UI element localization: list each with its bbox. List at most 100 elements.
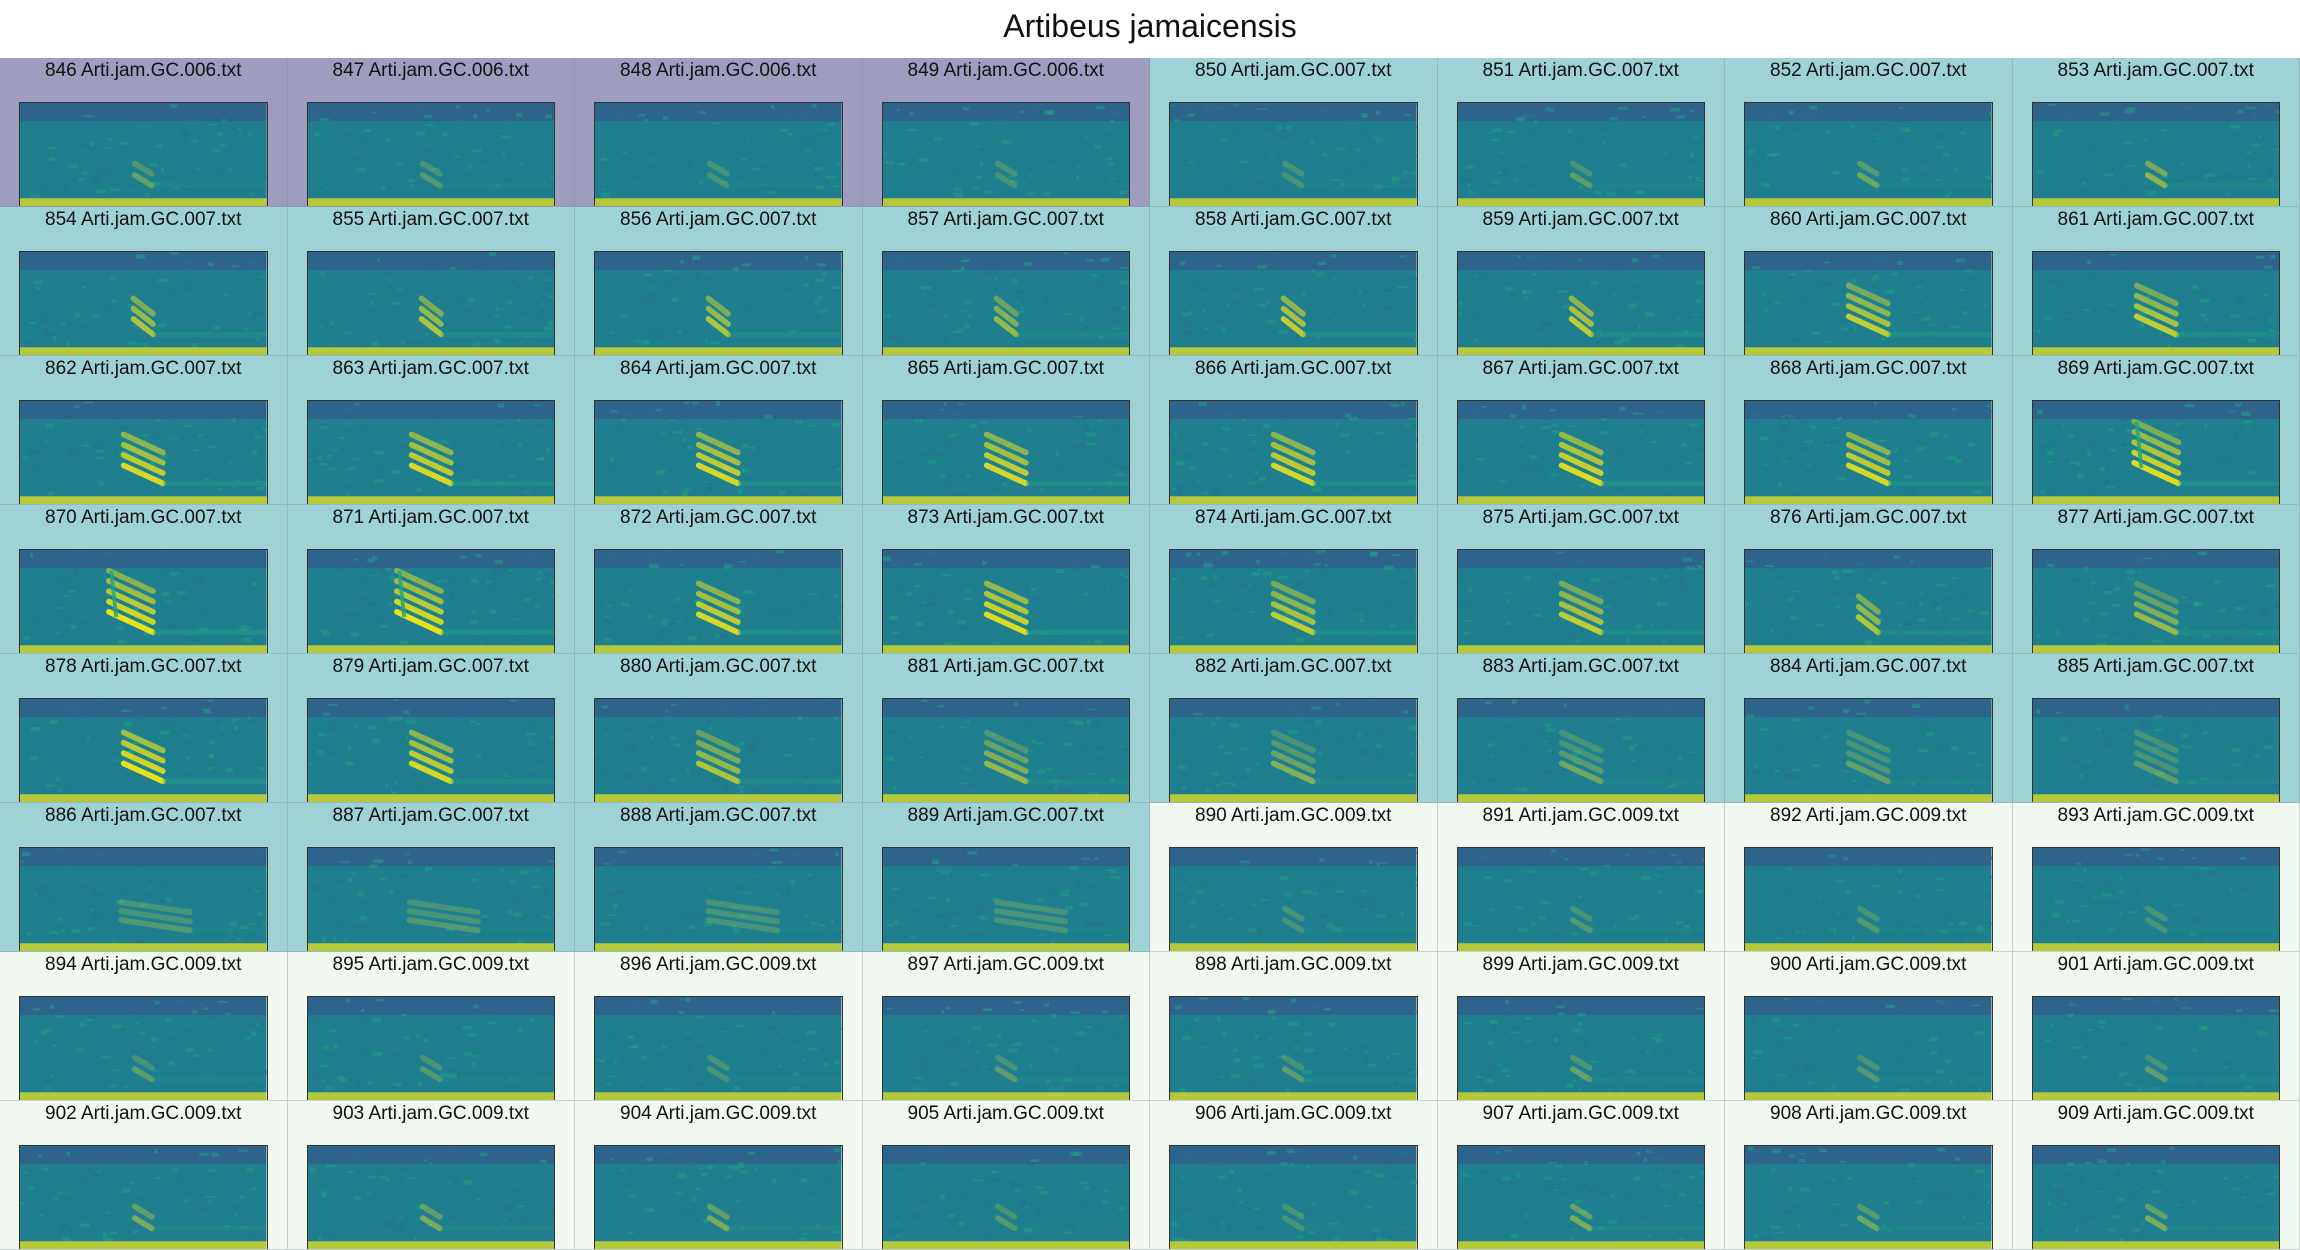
spectrogram-image bbox=[594, 847, 843, 951]
spectrogram-image bbox=[881, 1145, 1130, 1249]
spectrogram-tile: 902 Arti.jam.GC.009.txt bbox=[0, 1101, 288, 1250]
spectrogram-tile: 884 Arti.jam.GC.007.txt bbox=[1725, 654, 2013, 803]
tile-label: 909 Arti.jam.GC.009.txt bbox=[2057, 1103, 2254, 1124]
spectrogram-tile: 909 Arti.jam.GC.009.txt bbox=[2012, 1101, 2300, 1250]
tile-label: 860 Arti.jam.GC.007.txt bbox=[1770, 209, 1967, 230]
spectrogram-image bbox=[881, 549, 1130, 653]
spectrogram-tile: 895 Arti.jam.GC.009.txt bbox=[287, 952, 575, 1101]
spectrogram-tile: 901 Arti.jam.GC.009.txt bbox=[2012, 952, 2300, 1101]
spectrogram-image bbox=[19, 251, 268, 355]
spectrogram-tile: 899 Arti.jam.GC.009.txt bbox=[1437, 952, 1725, 1101]
spectrogram-image bbox=[1744, 400, 1993, 504]
tile-label: 862 Arti.jam.GC.007.txt bbox=[45, 358, 242, 379]
tile-label: 894 Arti.jam.GC.009.txt bbox=[45, 954, 242, 975]
tile-label: 867 Arti.jam.GC.007.txt bbox=[1482, 358, 1679, 379]
spectrogram-image bbox=[594, 1145, 843, 1249]
spectrogram-tile: 851 Arti.jam.GC.007.txt bbox=[1437, 58, 1725, 207]
tile-label: 886 Arti.jam.GC.007.txt bbox=[45, 805, 242, 826]
spectrogram-image bbox=[306, 549, 555, 653]
spectrogram-tile: 891 Arti.jam.GC.009.txt bbox=[1437, 803, 1725, 952]
spectrogram-tile: 900 Arti.jam.GC.009.txt bbox=[1725, 952, 2013, 1101]
tile-label: 889 Arti.jam.GC.007.txt bbox=[907, 805, 1104, 826]
tile-label: 859 Arti.jam.GC.007.txt bbox=[1482, 209, 1679, 230]
spectrogram-tile: 858 Arti.jam.GC.007.txt bbox=[1150, 207, 1438, 356]
spectrogram-image bbox=[2031, 549, 2280, 653]
tile-label: 881 Arti.jam.GC.007.txt bbox=[907, 656, 1104, 677]
tile-label: 857 Arti.jam.GC.007.txt bbox=[907, 209, 1104, 230]
spectrogram-tile: 846 Arti.jam.GC.006.txt bbox=[0, 58, 288, 207]
spectrogram-tile: 864 Arti.jam.GC.007.txt bbox=[575, 356, 863, 505]
tile-label: 895 Arti.jam.GC.009.txt bbox=[332, 954, 529, 975]
spectrogram-image bbox=[2031, 251, 2280, 355]
spectrogram-image bbox=[19, 102, 268, 206]
spectrogram-tile: 898 Arti.jam.GC.009.txt bbox=[1150, 952, 1438, 1101]
spectrogram-image bbox=[306, 251, 555, 355]
tile-label: 870 Arti.jam.GC.007.txt bbox=[45, 507, 242, 528]
spectrogram-tile: 897 Arti.jam.GC.009.txt bbox=[862, 952, 1150, 1101]
spectrogram-tile: 886 Arti.jam.GC.007.txt bbox=[0, 803, 288, 952]
spectrogram-image bbox=[1456, 400, 1705, 504]
spectrogram-image bbox=[306, 996, 555, 1100]
spectrogram-tile: 859 Arti.jam.GC.007.txt bbox=[1437, 207, 1725, 356]
spectrogram-image bbox=[1169, 102, 1418, 206]
tile-label: 907 Arti.jam.GC.009.txt bbox=[1482, 1103, 1679, 1124]
spectrogram-tile: 892 Arti.jam.GC.009.txt bbox=[1725, 803, 2013, 952]
tile-label: 869 Arti.jam.GC.007.txt bbox=[2057, 358, 2254, 379]
spectrogram-tile: 848 Arti.jam.GC.006.txt bbox=[575, 58, 863, 207]
spectrogram-tile: 908 Arti.jam.GC.009.txt bbox=[1725, 1101, 2013, 1250]
spectrogram-image bbox=[1744, 251, 1993, 355]
spectrogram-tile: 857 Arti.jam.GC.007.txt bbox=[862, 207, 1150, 356]
spectrogram-tile: 903 Arti.jam.GC.009.txt bbox=[287, 1101, 575, 1250]
spectrogram-image bbox=[1169, 847, 1418, 951]
spectrogram-image bbox=[881, 698, 1130, 802]
spectrogram-image bbox=[306, 698, 555, 802]
spectrogram-image bbox=[2031, 102, 2280, 206]
spectrogram-tile: 847 Arti.jam.GC.006.txt bbox=[287, 58, 575, 207]
spectrogram-tile: 881 Arti.jam.GC.007.txt bbox=[862, 654, 1150, 803]
spectrogram-tile: 888 Arti.jam.GC.007.txt bbox=[575, 803, 863, 952]
spectrogram-image bbox=[594, 549, 843, 653]
spectrogram-grid: 846 Arti.jam.GC.006.txt 847 Arti.jam.GC.0… bbox=[0, 58, 2300, 1250]
spectrogram-tile: 850 Arti.jam.GC.007.txt bbox=[1150, 58, 1438, 207]
spectrogram-image bbox=[594, 996, 843, 1100]
spectrogram-tile: 862 Arti.jam.GC.007.txt bbox=[0, 356, 288, 505]
spectrogram-tile: 860 Arti.jam.GC.007.txt bbox=[1725, 207, 2013, 356]
tile-label: 850 Arti.jam.GC.007.txt bbox=[1195, 60, 1392, 81]
tile-label: 903 Arti.jam.GC.009.txt bbox=[332, 1103, 529, 1124]
spectrogram-tile: 890 Arti.jam.GC.009.txt bbox=[1150, 803, 1438, 952]
tile-label: 880 Arti.jam.GC.007.txt bbox=[620, 656, 817, 677]
tile-label: 874 Arti.jam.GC.007.txt bbox=[1195, 507, 1392, 528]
spectrogram-image bbox=[2031, 698, 2280, 802]
tile-label: 875 Arti.jam.GC.007.txt bbox=[1482, 507, 1679, 528]
tile-label: 884 Arti.jam.GC.007.txt bbox=[1770, 656, 1967, 677]
spectrogram-image bbox=[306, 1145, 555, 1249]
spectrogram-tile: 849 Arti.jam.GC.006.txt bbox=[862, 58, 1150, 207]
tile-label: 868 Arti.jam.GC.007.txt bbox=[1770, 358, 1967, 379]
spectrogram-tile: 887 Arti.jam.GC.007.txt bbox=[287, 803, 575, 952]
tile-label: 890 Arti.jam.GC.009.txt bbox=[1195, 805, 1392, 826]
spectrogram-tile: 853 Arti.jam.GC.007.txt bbox=[2012, 58, 2300, 207]
tile-label: 897 Arti.jam.GC.009.txt bbox=[907, 954, 1104, 975]
spectrogram-tile: 896 Arti.jam.GC.009.txt bbox=[575, 952, 863, 1101]
tile-label: 882 Arti.jam.GC.007.txt bbox=[1195, 656, 1392, 677]
spectrogram-image bbox=[19, 549, 268, 653]
tile-label: 901 Arti.jam.GC.009.txt bbox=[2057, 954, 2254, 975]
tile-label: 871 Arti.jam.GC.007.txt bbox=[332, 507, 529, 528]
tile-label: 906 Arti.jam.GC.009.txt bbox=[1195, 1103, 1392, 1124]
spectrogram-tile: 905 Arti.jam.GC.009.txt bbox=[862, 1101, 1150, 1250]
tile-label: 872 Arti.jam.GC.007.txt bbox=[620, 507, 817, 528]
spectrogram-image bbox=[594, 400, 843, 504]
tile-label: 879 Arti.jam.GC.007.txt bbox=[332, 656, 529, 677]
spectrogram-image bbox=[19, 847, 268, 951]
spectrogram-image bbox=[881, 847, 1130, 951]
spectrogram-tile: 870 Arti.jam.GC.007.txt bbox=[0, 505, 288, 654]
spectrogram-tile: 863 Arti.jam.GC.007.txt bbox=[287, 356, 575, 505]
spectrogram-tile: 882 Arti.jam.GC.007.txt bbox=[1150, 654, 1438, 803]
spectrogram-image bbox=[2031, 400, 2280, 504]
spectrogram-image bbox=[594, 102, 843, 206]
page-title: Artibeus jamaicensis bbox=[1003, 8, 1297, 44]
spectrogram-tile: 906 Arti.jam.GC.009.txt bbox=[1150, 1101, 1438, 1250]
tile-label: 851 Arti.jam.GC.007.txt bbox=[1482, 60, 1679, 81]
spectrogram-image bbox=[1456, 251, 1705, 355]
spectrogram-tile: 879 Arti.jam.GC.007.txt bbox=[287, 654, 575, 803]
